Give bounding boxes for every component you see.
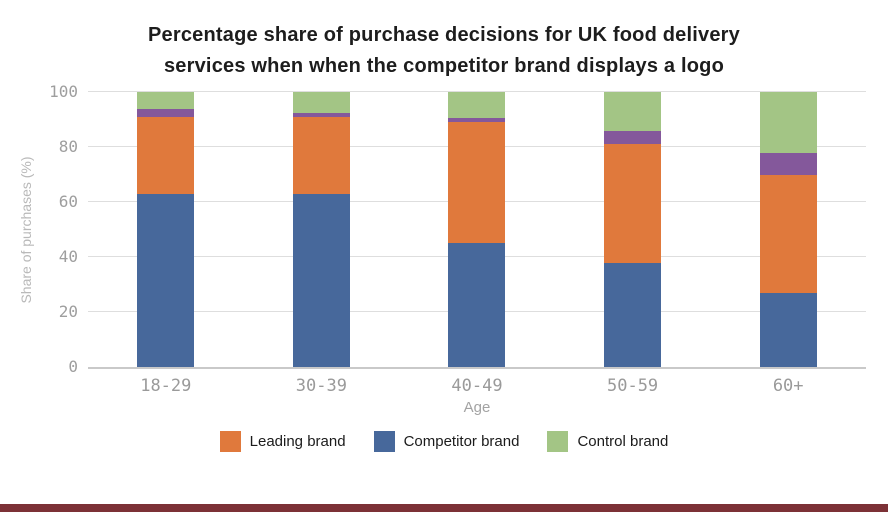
bar-segment xyxy=(292,92,350,113)
gridline xyxy=(88,91,866,92)
chart-title: Percentage share of purchase decisions f… xyxy=(0,0,888,82)
bar-segment xyxy=(292,116,350,194)
legend-swatch xyxy=(373,431,395,452)
bar-segment xyxy=(137,92,195,109)
legend: Leading brand Competitor brand Control bra… xyxy=(0,431,888,452)
bar-segment xyxy=(759,292,817,367)
y-tick-label: 20 xyxy=(58,302,78,321)
x-tick-label: 40-49 xyxy=(451,376,503,396)
bar-segment xyxy=(759,174,817,293)
bar-slot xyxy=(88,92,244,367)
bar-slot xyxy=(399,92,555,367)
plot-area xyxy=(88,91,866,369)
stacked-bar-50-59 xyxy=(604,92,662,367)
y-tick-label: 0 xyxy=(68,357,78,376)
legend-item: Control brand xyxy=(547,431,668,452)
x-axis-ticks: 18-29 30-39 40-49 50-59 60+ xyxy=(88,376,866,396)
y-tick-label: 40 xyxy=(58,247,78,266)
stacked-bar-30-39 xyxy=(292,92,350,367)
bar-segment xyxy=(448,92,506,119)
stacked-bar-40-49 xyxy=(448,92,506,367)
legend-item: Leading brand xyxy=(219,431,346,452)
y-axis-ticks: 0 20 40 60 80 100 xyxy=(38,83,88,376)
y-axis-title: Share of purchases (%) xyxy=(18,155,34,304)
x-tick-label: 30-39 xyxy=(295,376,347,396)
y-tick-label: 100 xyxy=(49,82,78,101)
legend-label: Control brand xyxy=(577,433,669,450)
plot-wrapper: 18-29 30-39 40-49 50-59 60+ Age xyxy=(88,91,866,416)
stacked-bar-18-29 xyxy=(137,92,195,367)
bar-segment xyxy=(759,152,817,175)
bar-segment xyxy=(759,92,817,153)
bar-segment xyxy=(137,116,195,194)
bar-slot xyxy=(710,92,866,367)
bar-segment xyxy=(292,112,350,117)
bar-slot xyxy=(244,92,400,367)
bars-container xyxy=(88,92,866,367)
y-axis-title-column: Share of purchases (%) xyxy=(14,92,38,367)
y-tick-label: 80 xyxy=(58,137,78,156)
x-tick-label: 50-59 xyxy=(606,376,659,396)
bar-segment xyxy=(292,193,350,367)
x-tick-label: 18-29 xyxy=(140,376,192,396)
legend-label: Competitor brand xyxy=(403,433,520,450)
x-axis-title: Age xyxy=(463,399,491,416)
bar-segment xyxy=(604,262,662,367)
bar-segment xyxy=(604,92,662,131)
bar-segment xyxy=(448,122,506,244)
bottom-strip xyxy=(0,504,888,512)
bar-slot xyxy=(555,92,711,367)
bar-segment xyxy=(604,130,662,145)
chart-area: Share of purchases (%) 0 20 40 60 80 100 18-2… xyxy=(0,83,888,416)
legend-swatch xyxy=(547,431,569,452)
legend-label: Leading brand xyxy=(249,433,346,450)
stacked-bar-60+ xyxy=(759,92,817,367)
bar-segment xyxy=(448,243,506,367)
chart-title-line-1: Percentage share of purchase decisions f… xyxy=(148,24,740,46)
bar-segment xyxy=(137,193,195,367)
bar-segment xyxy=(137,108,195,117)
y-tick-label: 60 xyxy=(58,192,78,211)
x-tick-label: 60+ xyxy=(772,376,804,396)
bar-segment xyxy=(604,144,662,263)
legend-item: Competitor brand xyxy=(373,431,520,452)
chart-title-line-2: services when when the competitor brand … xyxy=(163,55,725,77)
legend-swatch xyxy=(219,431,241,452)
bar-segment xyxy=(448,118,506,123)
